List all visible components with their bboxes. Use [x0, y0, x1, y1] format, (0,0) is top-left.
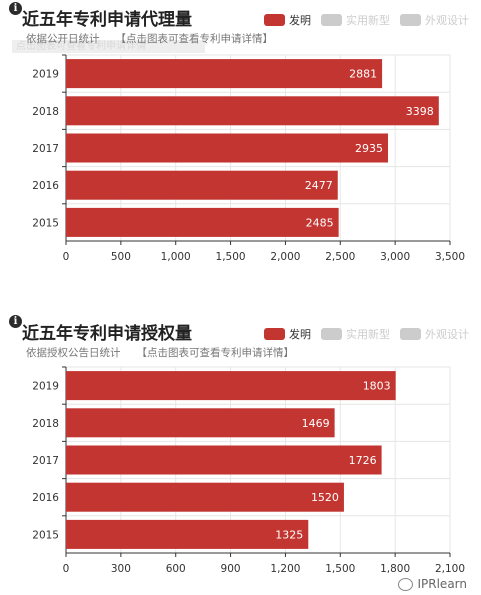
legend-swatch — [264, 328, 285, 340]
x-tick-label: 600 — [166, 563, 186, 575]
legend-item-utility[interactable]: 实用新型 — [321, 326, 390, 342]
bar[interactable] — [66, 170, 338, 200]
y-tick-label: 2015 — [32, 529, 59, 541]
y-tick-label: 2017 — [32, 455, 59, 467]
x-tick-label: 1,500 — [325, 563, 355, 575]
bar-value-label: 2485 — [306, 216, 334, 229]
legend-swatch — [400, 14, 421, 26]
chart-panel-granted[interactable]: i 近五年专利申请授权量 依据授权公告日统计 【点击图表可查看专利申请详情】 发明… — [0, 312, 481, 595]
x-tick-label: 500 — [111, 251, 131, 263]
bar[interactable] — [66, 371, 396, 401]
bar-value-label: 1325 — [275, 528, 303, 541]
subtitle-text: 依据授权公告日统计 — [26, 347, 121, 359]
legend-swatch — [321, 14, 342, 26]
legend: 发明 实用新型 外观设计 — [264, 326, 469, 342]
y-tick-label: 2016 — [32, 180, 59, 192]
y-tick-label: 2018 — [32, 106, 59, 118]
chart-subtitle: 依据公开日统计 【点击图表可查看专利申请详情】 — [26, 31, 273, 46]
bar[interactable] — [66, 408, 335, 438]
bar-value-label: 2935 — [355, 142, 383, 155]
bar[interactable] — [66, 59, 383, 89]
ghost-hint-text: 点击图表可查看专利申请详情 — [12, 40, 205, 53]
bar[interactable] — [66, 445, 382, 475]
bar-chart-agency[interactable]: 0 500 1,000 1,500 2,000 2,500 3,000 3,500 2019 28… — [0, 0, 481, 280]
chart-panel-agency[interactable]: i 近五年专利申请代理量 点击图表可查看专利申请详情 依据公开日统计 【点击图表可… — [0, 0, 481, 280]
legend-item-design[interactable]: 外观设计 — [400, 326, 469, 342]
x-tick-label: 0 — [63, 251, 70, 263]
details-link[interactable]: 【点击图表可查看专利申请详情】 — [136, 347, 295, 359]
x-tick-label: 1,000 — [161, 251, 191, 263]
y-tick-label: 2019 — [32, 69, 59, 81]
legend-swatch — [321, 328, 342, 340]
legend-item-invention[interactable]: 发明 — [264, 12, 311, 28]
x-tick-label: 1,200 — [270, 563, 300, 575]
bar[interactable] — [66, 133, 389, 163]
subtitle-text: 依据公开日统计 — [26, 33, 100, 45]
bar-value-label: 1469 — [302, 417, 330, 430]
x-tick-label: 0 — [63, 563, 70, 575]
details-link[interactable]: 【点击图表可查看专利申请详情】 — [115, 33, 274, 45]
legend-item-utility[interactable]: 实用新型 — [321, 12, 390, 28]
bar-value-label: 2881 — [349, 68, 377, 81]
legend-swatch — [400, 328, 421, 340]
chart-subtitle: 依据授权公告日统计 【点击图表可查看专利申请详情】 — [26, 345, 294, 360]
info-icon[interactable]: i — [9, 315, 22, 328]
chart-title: 近五年专利申请代理量 — [22, 10, 192, 30]
y-tick-label: 2016 — [32, 492, 59, 504]
bar[interactable] — [66, 96, 439, 126]
bar-value-label: 1520 — [311, 491, 339, 504]
x-tick-label: 2,000 — [270, 251, 300, 263]
x-tick-label: 3,000 — [380, 251, 410, 263]
chart-title: 近五年专利申请授权量 — [22, 324, 192, 344]
bar-value-label: 2477 — [305, 179, 333, 192]
legend-swatch — [264, 14, 285, 26]
info-icon[interactable]: i — [9, 2, 22, 15]
y-tick-label: 2018 — [32, 418, 59, 430]
x-tick-label: 2,500 — [325, 251, 355, 263]
y-tick-label: 2019 — [32, 381, 59, 393]
x-tick-label: 300 — [111, 563, 131, 575]
bar-chart-granted[interactable]: 0 300 600 900 1,200 1,500 1,800 2,100 2019 1803 20… — [0, 312, 481, 595]
bar[interactable] — [66, 482, 344, 512]
bar-value-label: 1803 — [363, 380, 391, 393]
x-tick-label: 1,800 — [380, 563, 410, 575]
wechat-icon — [398, 577, 414, 591]
legend-item-invention[interactable]: 发明 — [264, 326, 311, 342]
x-tick-label: 3,500 — [435, 251, 465, 263]
bar-value-label: 1726 — [349, 454, 377, 467]
legend: 发明 实用新型 外观设计 — [264, 12, 469, 28]
y-tick-label: 2015 — [32, 217, 59, 229]
bar[interactable] — [66, 207, 339, 237]
legend-item-design[interactable]: 外观设计 — [400, 12, 469, 28]
x-tick-label: 1,500 — [216, 251, 246, 263]
watermark: IPRlearn — [398, 577, 467, 591]
bar[interactable] — [66, 519, 309, 549]
y-tick-label: 2017 — [32, 143, 59, 155]
x-tick-label: 2,100 — [435, 563, 465, 575]
bar-value-label: 3398 — [406, 105, 434, 118]
x-tick-label: 900 — [221, 563, 241, 575]
